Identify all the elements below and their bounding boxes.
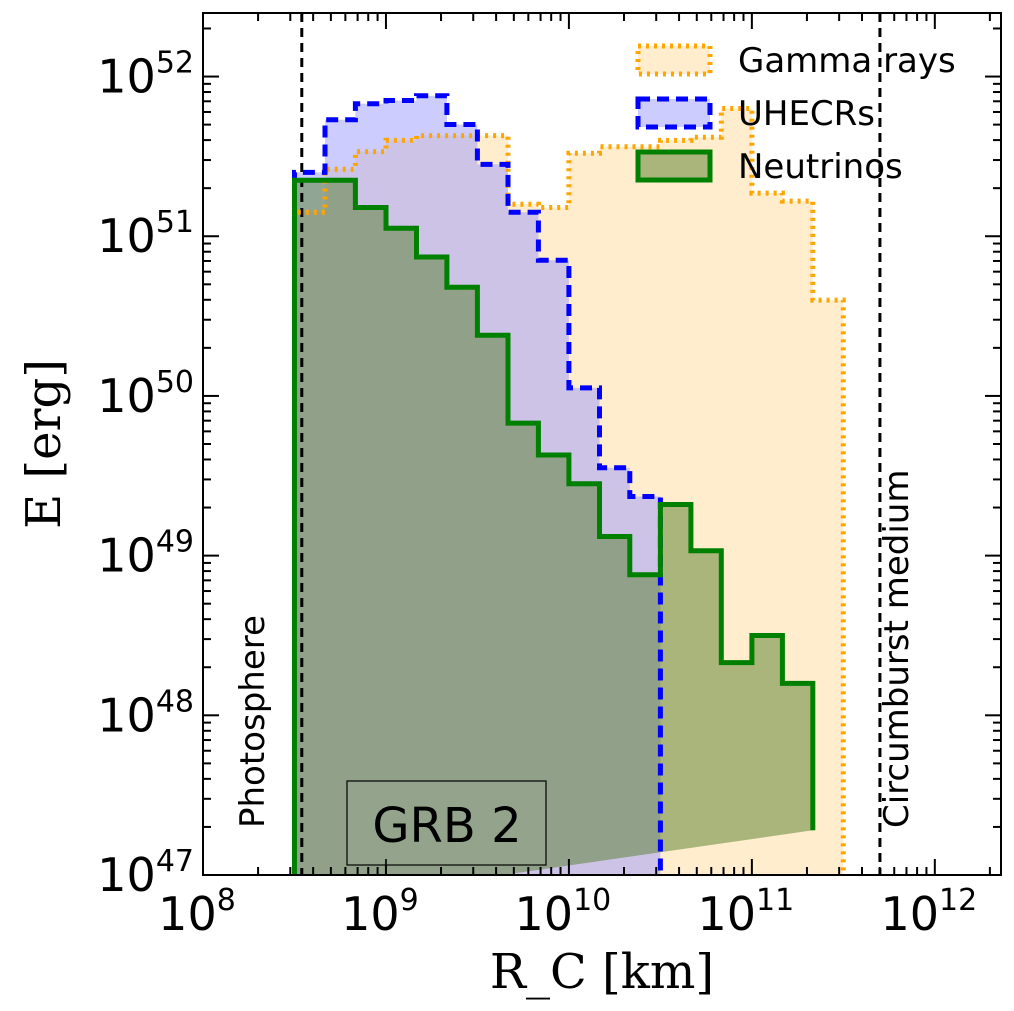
legend-swatch-gamma-rays — [635, 43, 713, 77]
vline-label-photosphere: Photosphere — [233, 615, 273, 828]
y-axis-title: E [erg] — [16, 359, 72, 529]
series-fills — [294, 95, 844, 875]
vline-label-circumburst: Circumburst medium — [877, 470, 917, 828]
legend-label-uhecrs: UHECRs — [738, 94, 875, 134]
y-tick-label: 1051 — [97, 205, 194, 263]
x-tick-label: 1012 — [880, 883, 977, 941]
y-tick-label: 1049 — [97, 525, 194, 583]
x-tick-label: 1010 — [515, 883, 612, 941]
x-axis-title: R_C [km] — [490, 944, 714, 1000]
x-tick-label: 109 — [341, 883, 419, 941]
reference-lines — [300, 13, 882, 875]
annotation-label: GRB 2 — [372, 798, 521, 854]
x-tick-label: 1011 — [697, 883, 794, 941]
x-tick-label: 108 — [158, 883, 236, 941]
legend-label-gamma-rays: Gamma rays — [738, 41, 956, 81]
axis-ticks: 108 109 1010 1011 1012 1047 1048 1049 1050 1051 10… — [97, 13, 1001, 941]
neutrinos-line — [292, 177, 816, 875]
annotation-box — [346, 780, 547, 866]
legend-swatch-uhecrs — [635, 96, 713, 130]
series-lines — [292, 93, 846, 875]
annotations: Photosphere Circumburst medium GRB 2 — [233, 470, 917, 866]
y-tick-label: 1052 — [97, 46, 194, 104]
uhecrs-line — [292, 93, 663, 875]
legend-swatch-neutrinos — [635, 149, 713, 183]
legend: Gamma rays UHECRs Neutrinos — [635, 41, 956, 187]
gamma-rays-line — [292, 106, 846, 875]
y-tick-label: 1050 — [97, 365, 194, 423]
axis-titles: R_C [km] E [erg] — [16, 359, 714, 1000]
y-tick-label: 1047 — [97, 844, 194, 902]
y-tick-label: 1048 — [97, 684, 194, 742]
neutrinos-fill — [294, 180, 813, 875]
legend-label-neutrinos: Neutrinos — [738, 147, 903, 187]
